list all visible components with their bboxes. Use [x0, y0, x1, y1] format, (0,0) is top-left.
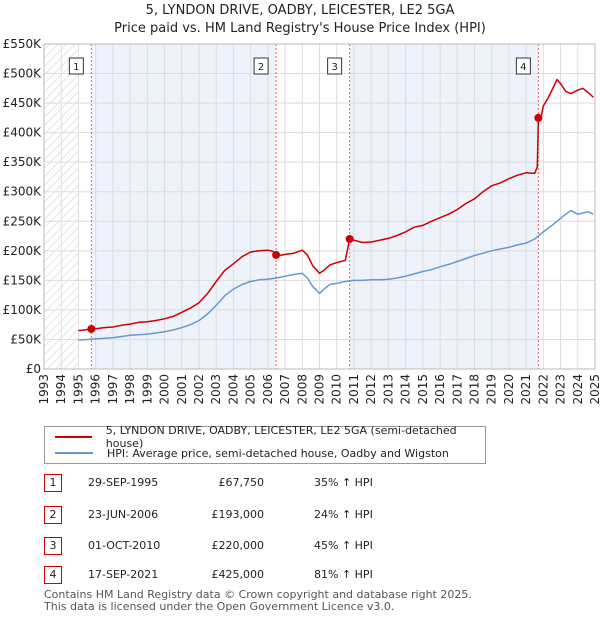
x-tick-label: 1997 [106, 374, 120, 405]
sale-label-box [68, 57, 84, 75]
transaction-date: 17-SEP-2021 [88, 568, 159, 581]
chart-title: 5, LYNDON DRIVE, OADBY, LEICESTER, LE2 5… [145, 3, 455, 18]
y-tick-label: £150K [3, 273, 43, 287]
sale-point [534, 113, 543, 122]
legend-label-property: 5, LYNDON DRIVE, OADBY, LEICESTER, LE2 5… [105, 424, 457, 450]
transaction-date: 23-JUN-2006 [88, 508, 159, 521]
transaction-hpi-change: 45% ↑ HPI [314, 539, 373, 552]
sale-label-box [515, 57, 531, 75]
sale-label-box [253, 57, 269, 75]
footer: Contains HM Land Registry data © Crown c… [44, 589, 472, 613]
y-tick-label: £400K [3, 126, 43, 140]
transaction-hpi-change: 24% ↑ HPI [314, 508, 373, 521]
ownership-shade [91, 44, 277, 369]
x-tick-label: 2023 [554, 374, 568, 405]
y-tick-label: £0 [26, 362, 41, 376]
x-tick-label: 2007 [278, 374, 292, 405]
chart-subtitle: Price paid vs. HM Land Registry's House … [114, 21, 486, 36]
x-tick-label: 2012 [364, 374, 378, 405]
ownership-shade [349, 44, 539, 369]
x-tick-label: 2006 [261, 374, 275, 405]
sale-point [87, 324, 96, 333]
transaction-row: 1 29-SEP-1995 £67,750 35% ↑ HPI [44, 473, 464, 493]
sale-label: 1 [73, 62, 79, 73]
sale-label-box [327, 57, 343, 75]
y-tick-label: £50K [10, 332, 42, 346]
transaction-price: £220,000 [211, 539, 265, 552]
x-tick-label: 2014 [399, 374, 413, 405]
transaction-row: 2 23-JUN-2006 £193,000 24% ↑ HPI [44, 505, 464, 525]
y-tick-label: £350K [3, 155, 43, 169]
x-tick-label: 2000 [158, 374, 172, 405]
transaction-row: 4 17-SEP-2021 £425,000 81% ↑ HPI [44, 565, 464, 585]
sale-point [272, 250, 281, 259]
x-tick-label: 2003 [209, 374, 223, 405]
sale-label: 2 [258, 62, 264, 73]
transaction-number: 1 [44, 474, 62, 492]
x-tick-label: 2009 [313, 374, 327, 405]
x-tick-label: 2013 [381, 374, 395, 405]
sale-label: 4 [520, 62, 526, 73]
legend-swatch-hpi [55, 452, 93, 454]
y-tick-label: £250K [3, 214, 43, 228]
sale-label: 3 [331, 62, 337, 73]
y-tick-label: £500K [3, 67, 43, 81]
x-tick-label: 2024 [571, 374, 585, 405]
price-chart: £0 £50K £100K £150K £200K £250K £300K £350K £400… [3, 37, 600, 405]
x-tick-label: 2010 [330, 374, 344, 405]
legend-swatch-property [55, 436, 92, 438]
transaction-hpi-change: 81% ↑ HPI [314, 568, 373, 581]
transaction-hpi-change: 35% ↑ HPI [314, 476, 373, 489]
legend-label-hpi: HPI: Average price, semi-detached house,… [107, 446, 449, 460]
x-tick-label: 1996 [89, 374, 103, 405]
y-tick-label: £100K [3, 303, 43, 317]
transaction-price: £67,750 [218, 476, 265, 489]
legend-item-property: 5, LYNDON DRIVE, OADBY, LEICESTER, LE2 5… [55, 424, 485, 450]
x-tick-label: 1998 [123, 374, 137, 405]
x-tick-label: 2004 [226, 374, 240, 405]
transaction-number: 2 [44, 506, 62, 524]
footer-licence: This data is licensed under the Open Gov… [44, 600, 395, 613]
y-tick-label: £550K [3, 37, 43, 51]
x-tick-label: 2025 [588, 374, 600, 405]
transaction-date: 29-SEP-1995 [88, 476, 159, 489]
y-tick-label: £200K [3, 244, 43, 258]
transaction-price: £193,000 [211, 508, 265, 521]
y-tick-label: £450K [3, 96, 43, 110]
plot-border [43, 43, 596, 370]
x-tick-label: 1995 [71, 374, 85, 405]
chart-legend: 5, LYNDON DRIVE, OADBY, LEICESTER, LE2 5… [44, 424, 486, 464]
legend-item-hpi: HPI: Average price, semi-detached house,… [55, 445, 449, 461]
x-tick-label: 1994 [54, 374, 68, 405]
x-tick-label: 2008 [295, 374, 309, 405]
transaction-price: £425,000 [211, 568, 265, 581]
x-tick-label: 2015 [416, 374, 430, 405]
transaction-number: 4 [44, 566, 62, 584]
x-tick-label: 2018 [467, 374, 481, 405]
x-tick-label: 2005 [244, 374, 258, 405]
x-tick-label: 2022 [536, 374, 550, 405]
transaction-row: 3 01-OCT-2010 £220,000 45% ↑ HPI [44, 536, 464, 556]
sale-point [345, 235, 354, 243]
y-tick-label: £300K [3, 185, 43, 199]
hpi-line [78, 209, 594, 341]
x-tick-label: 2019 [485, 374, 499, 405]
transaction-number: 3 [44, 537, 62, 555]
x-tick-label: 1999 [140, 374, 154, 405]
x-tick-label: 2011 [347, 374, 361, 405]
x-tick-label: 2020 [502, 374, 516, 405]
footer-copyright: Contains HM Land Registry data © Crown c… [44, 588, 472, 601]
x-tick-label: 2001 [175, 374, 189, 405]
x-tick-label: 2021 [519, 374, 533, 405]
transaction-date: 01-OCT-2010 [88, 539, 161, 552]
x-tick-label: 2017 [450, 374, 464, 405]
x-tick-label: 2016 [433, 374, 447, 405]
x-tick-label: 1993 [37, 374, 51, 405]
x-tick-label: 2002 [192, 374, 206, 405]
